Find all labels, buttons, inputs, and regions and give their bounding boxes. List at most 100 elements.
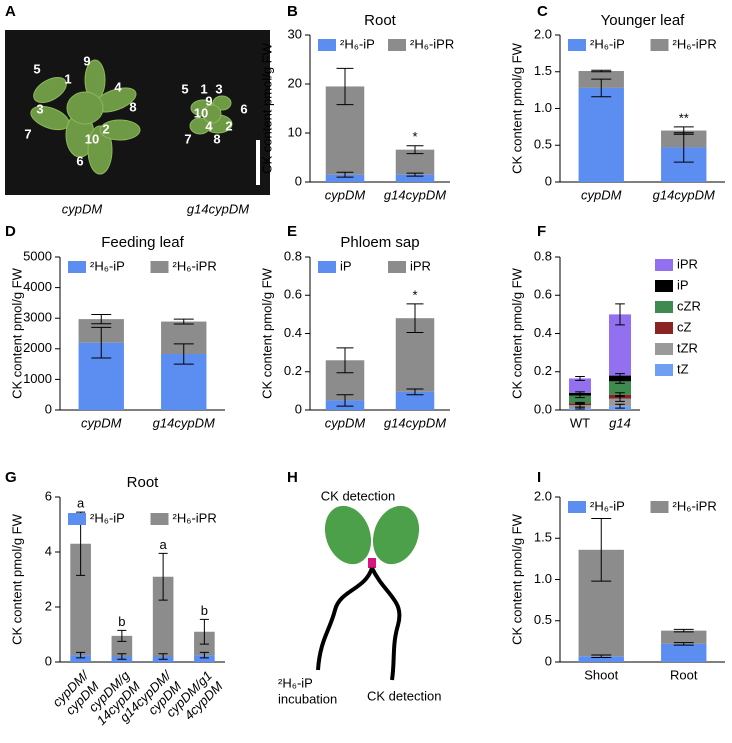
error-bar (615, 303, 625, 326)
legend-label: ²H₆-iP (90, 258, 125, 273)
y-tick-label: 2000 (23, 340, 52, 355)
annotation: ** (679, 110, 689, 125)
y-tick-label: 0 (545, 653, 552, 668)
y-tick-label: 0.5 (534, 137, 552, 152)
y-tick-label: 0.2 (534, 363, 552, 378)
x-tick-label: Shoot (584, 667, 618, 682)
error-bar (575, 376, 585, 381)
photo-label: cypDM (62, 201, 103, 216)
legend-swatch (655, 322, 673, 334)
legend-swatch (68, 513, 86, 525)
error-bar (673, 642, 694, 646)
legend-label: ²H₆-iP (90, 510, 125, 525)
y-tick-label: 0.4 (284, 325, 302, 340)
y-tick-label: 0.6 (284, 287, 302, 302)
bar-segment (111, 635, 133, 657)
annotation: b (118, 614, 125, 629)
error-bar (591, 69, 612, 73)
leaf-number: 4 (114, 79, 122, 94)
error-bar (591, 78, 612, 98)
leaf-number: 6 (76, 153, 83, 168)
bar-segment (609, 314, 631, 376)
legend-label: ²H₆-iP (590, 36, 625, 51)
legend-label: ²H₆-iPR (410, 36, 454, 51)
legend-swatch (318, 261, 336, 273)
y-axis-label: CK content pmol/g FW (509, 42, 524, 173)
x-tick-label: g14 (609, 415, 631, 430)
y-tick-label: 0.4 (534, 325, 552, 340)
bar-segment (325, 174, 365, 182)
bar-segment (152, 576, 174, 657)
bar-segment (609, 381, 631, 395)
legend-swatch (655, 259, 673, 271)
diagram-label: CK detection (321, 488, 395, 503)
error-bar (575, 401, 585, 405)
y-tick-label: 2.0 (534, 488, 552, 503)
leaf-number: 9 (83, 53, 90, 68)
y-tick-label: 5000 (23, 248, 52, 263)
x-tick-label: Root (670, 667, 698, 682)
error-bar (173, 318, 194, 325)
y-tick-label: 2.0 (534, 26, 552, 41)
error-bar (336, 67, 354, 106)
error-bar (158, 653, 168, 660)
leaf-number: 10 (194, 105, 208, 120)
y-tick-label: 0 (545, 173, 552, 188)
leaf-number: 7 (24, 126, 31, 141)
photo-label: g14cypDM (187, 201, 249, 216)
x-tick-label: cypDM (81, 415, 122, 430)
panel-label: F (537, 223, 546, 240)
y-tick-label: 10 (288, 124, 302, 139)
y-axis-label: CK content pmol/g FW (509, 267, 524, 398)
diagram-label: CK detection (367, 688, 441, 703)
diagram (316, 505, 420, 681)
chart-title: Feeding leaf (101, 234, 184, 251)
error-bar (591, 654, 612, 658)
x-tick-label: cypDM (325, 415, 366, 430)
y-tick-label: 0 (45, 401, 52, 416)
chart-title: Root (364, 12, 397, 29)
y-tick-label: 6 (45, 488, 52, 503)
legend-swatch (388, 39, 406, 51)
legend-label: ²H₆-iP (590, 498, 625, 513)
legend-label: tZR (677, 340, 698, 355)
error-bar (117, 653, 127, 660)
error-bar (336, 347, 354, 374)
error-bar (158, 552, 168, 601)
bar-segment (661, 630, 707, 644)
panel-label: G (5, 469, 17, 486)
x-tick-label: cypDM (581, 187, 622, 202)
legend-swatch (655, 364, 673, 376)
y-tick-label: 4000 (23, 279, 52, 294)
error-bar (615, 403, 625, 409)
error-bar (615, 378, 625, 384)
y-tick-label: 30 (288, 26, 302, 41)
annotation: b (201, 603, 208, 618)
y-axis-label: CK content pmol/g FW (9, 267, 24, 398)
y-tick-label: 0 (295, 401, 302, 416)
legend-label: ²H₆-iPR (673, 498, 717, 513)
panel-label: A (5, 3, 16, 20)
diagram-label: ²H₆-iP (278, 675, 313, 690)
annotation: * (412, 287, 417, 302)
error-bar (406, 172, 424, 177)
y-axis-label: CK content pmol/g FW (9, 513, 24, 644)
leaf-number: 9 (205, 93, 212, 108)
chart-title: Phloem sap (340, 234, 419, 251)
error-bar (91, 314, 112, 325)
bar-segment (661, 643, 707, 662)
y-tick-label: 4 (45, 543, 52, 558)
legend-swatch (655, 301, 673, 313)
y-tick-label: 1.0 (534, 571, 552, 586)
legend-label: cZ (677, 319, 692, 334)
annotation: a (77, 496, 85, 511)
leaf-number: 3 (215, 81, 222, 96)
leaf-number: 4 (205, 118, 213, 133)
legend-swatch (568, 39, 586, 51)
x-tick-label: WT (570, 415, 590, 430)
y-tick-label: 0.6 (534, 287, 552, 302)
bar-segment (395, 174, 435, 182)
legend-label: cZR (677, 298, 701, 313)
legend-swatch (150, 513, 169, 525)
y-tick-label: 0.5 (534, 612, 552, 627)
